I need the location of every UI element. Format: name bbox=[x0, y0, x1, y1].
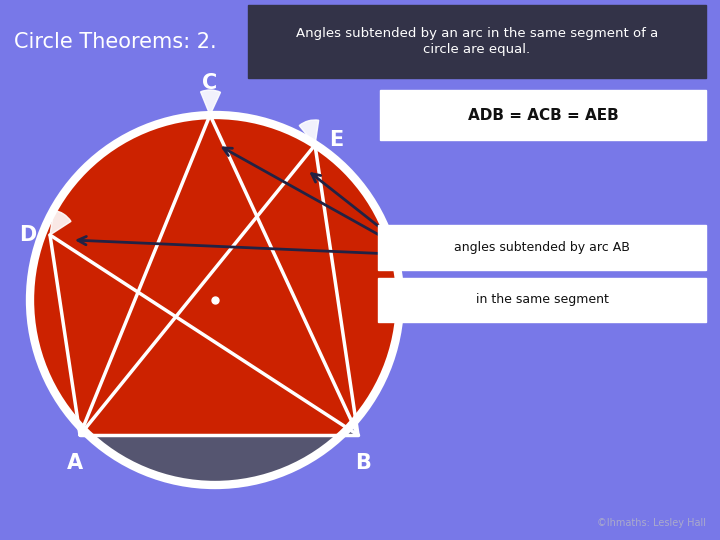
Wedge shape bbox=[300, 120, 319, 145]
Polygon shape bbox=[378, 225, 706, 270]
Polygon shape bbox=[378, 278, 706, 322]
Polygon shape bbox=[80, 427, 358, 485]
Circle shape bbox=[30, 115, 400, 485]
Text: Circle Theorems: 2.: Circle Theorems: 2. bbox=[14, 32, 217, 52]
Polygon shape bbox=[380, 90, 706, 140]
Text: E: E bbox=[329, 130, 343, 150]
Polygon shape bbox=[248, 5, 706, 78]
Text: Angles subtended by an arc in the same segment of a
circle are equal.: Angles subtended by an arc in the same s… bbox=[296, 28, 658, 56]
Text: ADB = ACB = AEB: ADB = ACB = AEB bbox=[467, 107, 618, 123]
Text: A: A bbox=[67, 453, 83, 473]
Text: D: D bbox=[19, 225, 36, 245]
Wedge shape bbox=[201, 90, 220, 115]
Text: B: B bbox=[355, 453, 371, 473]
Text: C: C bbox=[202, 73, 217, 93]
Wedge shape bbox=[50, 210, 71, 235]
Text: angles subtended by arc AB: angles subtended by arc AB bbox=[454, 241, 630, 254]
Text: ©Ihmaths: Lesley Hall: ©Ihmaths: Lesley Hall bbox=[597, 518, 706, 528]
Text: in the same segment: in the same segment bbox=[476, 294, 608, 307]
